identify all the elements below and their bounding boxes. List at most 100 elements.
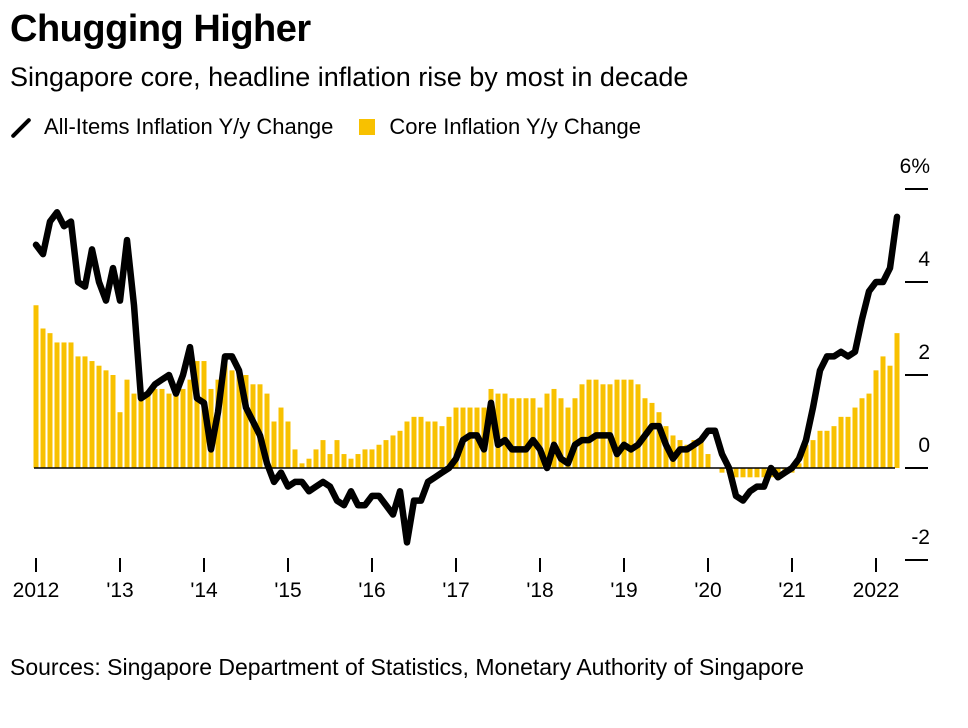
core-bar — [817, 430, 823, 468]
core-bar — [369, 449, 375, 468]
legend-item-core: Core Inflation Y/y Change — [359, 114, 641, 140]
headline-line — [32, 209, 901, 546]
core-bar — [75, 356, 81, 468]
core-bar — [439, 426, 445, 468]
core-bar — [355, 454, 361, 468]
core-bar — [502, 393, 508, 468]
core-bar — [551, 388, 557, 468]
core-bar — [187, 379, 193, 468]
core-bar — [586, 379, 592, 468]
core-bar — [390, 435, 396, 468]
core-bar — [271, 421, 277, 468]
core-bar — [530, 398, 536, 468]
core-bar — [131, 393, 137, 468]
core-bar — [362, 449, 368, 468]
core-bar — [761, 468, 767, 478]
x-tick-label: '21 — [778, 579, 805, 602]
core-bar — [803, 444, 809, 468]
core-bar — [796, 463, 802, 468]
core-bar — [719, 468, 725, 473]
core-bar — [40, 328, 46, 468]
core-bar — [565, 407, 571, 468]
core-bar — [593, 379, 599, 468]
core-bar — [418, 416, 424, 468]
core-bar — [838, 416, 844, 468]
x-tick-label: '19 — [610, 579, 637, 602]
core-bar — [341, 454, 347, 468]
core-bar — [110, 375, 116, 468]
core-bar — [488, 388, 494, 468]
x-tick-label: 2022 — [853, 579, 900, 602]
core-bar — [831, 426, 837, 468]
core-bar — [145, 393, 151, 468]
core-bar — [243, 375, 249, 468]
core-bar — [425, 421, 431, 468]
core-bar — [628, 379, 634, 468]
core-bar — [558, 398, 564, 468]
core-bar — [579, 384, 585, 468]
chart-title: Chugging Higher — [10, 8, 311, 50]
core-bar — [348, 458, 354, 468]
core-bar — [383, 440, 389, 468]
core-bar — [887, 365, 893, 468]
core-bar — [376, 444, 382, 468]
y-tick-label: 2 — [918, 341, 930, 364]
core-bar — [537, 407, 543, 468]
inflation-chart: 6%420-2 2012'13'14'15'16'17'18'19'20'21 2… — [13, 155, 931, 602]
core-bar — [733, 468, 739, 478]
core-bar — [194, 361, 200, 468]
core-bar — [264, 393, 270, 468]
core-bar — [859, 398, 865, 468]
core-bar — [397, 430, 403, 468]
core-bar — [894, 333, 900, 468]
core-bar — [544, 393, 550, 468]
core-bar — [334, 440, 340, 468]
core-bar — [404, 421, 410, 468]
x-tick-label: '17 — [442, 579, 469, 602]
core-bar — [68, 342, 74, 468]
core-bar — [607, 384, 613, 468]
yellow-square-icon — [359, 119, 376, 135]
core-bar — [229, 370, 235, 468]
legend: All-Items Inflation Y/y Change Core Infl… — [10, 114, 667, 140]
core-bar — [516, 398, 522, 468]
legend-label-headline: All-Items Inflation Y/y Change — [44, 114, 334, 139]
core-bar — [432, 421, 438, 468]
core-bar — [173, 393, 179, 468]
core-bar — [299, 463, 305, 468]
core-bar — [740, 468, 746, 478]
y-tick-label: 4 — [918, 248, 930, 271]
core-bar — [124, 379, 130, 468]
legend-label-core: Core Inflation Y/y Change — [389, 114, 641, 139]
legend-item-headline: All-Items Inflation Y/y Change — [10, 114, 333, 140]
core-bar — [691, 440, 697, 468]
core-bar — [635, 384, 641, 468]
y-axis: 6% 4 2 0 -2 — [900, 155, 930, 561]
core-bar — [292, 449, 298, 468]
core-bar — [33, 305, 39, 468]
core-bar — [152, 388, 158, 468]
x-tick-label: '14 — [190, 579, 218, 602]
core-bar — [82, 356, 88, 468]
core-bar — [313, 449, 319, 468]
core-bar — [411, 416, 417, 468]
core-bar — [61, 342, 67, 468]
x-tick-label: 2012 — [13, 579, 60, 602]
x-tick-label: '20 — [694, 579, 721, 602]
core-bar — [180, 388, 186, 468]
core-bar — [117, 412, 123, 468]
core-bar — [866, 393, 872, 468]
core-bar — [621, 379, 627, 468]
core-bar — [278, 407, 284, 468]
core-bar — [54, 342, 60, 468]
core-bar — [446, 416, 452, 468]
core-bar — [159, 388, 165, 468]
core-bar — [873, 370, 879, 468]
core-bar — [852, 407, 858, 468]
core-bar — [47, 333, 53, 468]
core-bar — [523, 398, 529, 468]
core-bar — [89, 361, 95, 468]
core-bar — [705, 454, 711, 468]
chart-subtitle: Singapore core, headline inflation rise … — [10, 62, 689, 92]
core-bar — [600, 384, 606, 468]
